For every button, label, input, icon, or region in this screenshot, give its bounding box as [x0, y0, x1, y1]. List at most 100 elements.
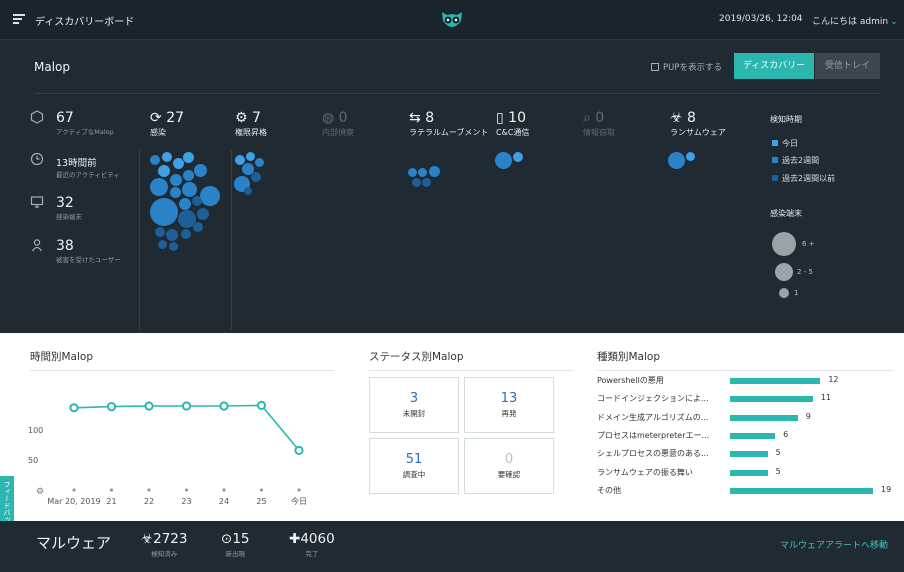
- category-label: 権限昇格: [235, 128, 267, 137]
- category-infection[interactable]: ⟳ 27 感染: [150, 110, 184, 138]
- malop-bubble[interactable]: [150, 155, 160, 165]
- malop-bubble[interactable]: [193, 222, 203, 232]
- malop-bubble[interactable]: [178, 210, 196, 228]
- malop-bubble[interactable]: [255, 158, 264, 167]
- malop-bubble[interactable]: [513, 152, 523, 162]
- malop-bubble[interactable]: [183, 170, 194, 181]
- malop-bubble[interactable]: [200, 186, 220, 206]
- category-recon[interactable]: ◍ 0 内部偵察: [322, 110, 354, 138]
- type-bar-row[interactable]: シェルプロセスの悪意のある... 5: [597, 448, 893, 460]
- malop-bubble[interactable]: [251, 172, 261, 182]
- malop-bubble[interactable]: [158, 165, 170, 177]
- malop-bubble[interactable]: [246, 152, 255, 161]
- malop-bubble[interactable]: [162, 152, 172, 162]
- malop-bubble[interactable]: [197, 208, 209, 220]
- stat-label: 被害を受けたユーザー: [56, 256, 121, 264]
- type-bar-row[interactable]: その他 19: [597, 485, 893, 497]
- malop-bubble[interactable]: [194, 164, 207, 177]
- malop-bubble[interactable]: [170, 187, 181, 198]
- status-box-unopened[interactable]: 3 未開封: [369, 377, 459, 433]
- category-ransomware[interactable]: ☣ 8 ランサムウェア: [670, 110, 726, 138]
- type-bar-label: Powershellの悪用: [597, 376, 664, 385]
- category-count: 27: [166, 110, 185, 126]
- type-bar-row[interactable]: コードインジェクションによ... 11: [597, 393, 893, 405]
- lateral-icon: ⇆: [409, 110, 421, 126]
- divider: [139, 150, 140, 330]
- data-point[interactable]: [144, 401, 154, 411]
- user-menu[interactable]: こんにちは admin ⌄: [812, 14, 898, 27]
- category-label: 内部偵察: [322, 128, 354, 137]
- malop-bubble[interactable]: [181, 229, 191, 239]
- type-bar[interactable]: [730, 469, 768, 476]
- malware-alerts-link[interactable]: マルウェアアラートへ移動: [780, 541, 889, 551]
- malop-bubble[interactable]: [169, 242, 178, 251]
- type-bar[interactable]: [730, 432, 776, 439]
- data-point[interactable]: [181, 401, 192, 411]
- hamburger-icon[interactable]: [13, 14, 25, 24]
- malop-bubble[interactable]: [418, 168, 427, 177]
- malop-bubble[interactable]: [495, 152, 512, 169]
- malop-bubble[interactable]: [192, 196, 202, 206]
- biohazard-icon: ☣: [141, 531, 154, 547]
- settings-icon[interactable]: ⚙: [36, 487, 44, 497]
- type-bar[interactable]: [730, 414, 798, 421]
- category-label: C&C通信: [496, 128, 530, 137]
- status-box-reopened[interactable]: 13 再発: [464, 377, 554, 433]
- stat-affected-users: 38 被害を受けたユーザー: [31, 238, 121, 264]
- type-bar-row[interactable]: ランサムウェアの振る舞い 5: [597, 467, 893, 479]
- malop-bubble[interactable]: [158, 240, 167, 249]
- category-theft[interactable]: ⌕ 0 情報窃取: [583, 110, 615, 138]
- time-line-chart[interactable]: 100 50 ⚙Mar 20, 2019 21 22 23 24 25 今日: [28, 378, 328, 513]
- malop-bubble[interactable]: [173, 158, 184, 169]
- x-baseline-dot: [297, 488, 301, 492]
- malop-bubble[interactable]: [422, 178, 431, 187]
- category-lateral[interactable]: ⇆ 8 ラテラルムーブメント: [409, 110, 489, 138]
- malop-bubble[interactable]: [429, 166, 440, 177]
- data-point[interactable]: [69, 403, 79, 413]
- malop-bubble[interactable]: [182, 182, 197, 197]
- type-bar-value: 12: [828, 375, 839, 384]
- malop-bubble[interactable]: [170, 174, 182, 186]
- data-point[interactable]: [294, 445, 304, 456]
- malop-bubble[interactable]: [150, 198, 178, 226]
- status-box-needs-review[interactable]: 0 要確認: [464, 438, 554, 494]
- malop-bubble[interactable]: [235, 155, 245, 165]
- pup-label: PUPを表示する: [663, 63, 722, 73]
- malop-bubble[interactable]: [150, 178, 168, 196]
- malop-bubble[interactable]: [179, 198, 191, 210]
- discovery-button[interactable]: ディスカバリー: [734, 53, 814, 79]
- data-point[interactable]: [256, 400, 267, 410]
- malop-bubble[interactable]: [408, 168, 417, 177]
- malop-bubble[interactable]: [686, 152, 695, 161]
- type-bar[interactable]: [730, 378, 821, 384]
- category-cnc[interactable]: ▯ 10 C&C通信: [496, 110, 529, 138]
- type-bar[interactable]: [730, 487, 873, 494]
- category-privilege[interactable]: ⚙ 7 権限昇格: [235, 110, 267, 138]
- malop-bubble[interactable]: [183, 152, 194, 163]
- type-bar-row[interactable]: ドメイン生成アルゴリズムの... 9: [597, 412, 893, 424]
- type-chart-title: 種類別Malop: [597, 351, 660, 363]
- status-box-investigating[interactable]: 51 調査中: [369, 438, 459, 494]
- type-bar-row[interactable]: Powershellの悪用 12: [597, 375, 893, 387]
- legend-title: 感染端末: [770, 209, 802, 218]
- checkbox-icon[interactable]: [651, 63, 659, 71]
- data-point[interactable]: [219, 401, 229, 411]
- stat-value: 32: [56, 195, 74, 211]
- owl-logo-icon[interactable]: [440, 9, 464, 31]
- pup-checkbox[interactable]: PUPを表示する: [651, 61, 722, 73]
- y-tick-label: 50: [28, 456, 38, 465]
- type-bar[interactable]: [730, 396, 813, 403]
- malop-bubble[interactable]: [155, 227, 165, 237]
- time-chart-title: 時間別Malop: [30, 351, 93, 363]
- type-bar[interactable]: [730, 451, 768, 458]
- inbox-button[interactable]: 受信トレイ: [815, 53, 880, 79]
- malop-bubble[interactable]: [166, 229, 178, 241]
- malop-bubble[interactable]: [668, 152, 685, 169]
- malop-bubble[interactable]: [412, 178, 421, 187]
- malop-bubble[interactable]: [244, 187, 252, 195]
- data-point[interactable]: [106, 402, 117, 412]
- category-label: ランサムウェア: [670, 128, 726, 137]
- malop-bubble[interactable]: [242, 163, 254, 175]
- type-bar-row[interactable]: プロセスはmeterpreterエー... 6: [597, 430, 893, 442]
- malware-label: 新出現: [225, 550, 246, 558]
